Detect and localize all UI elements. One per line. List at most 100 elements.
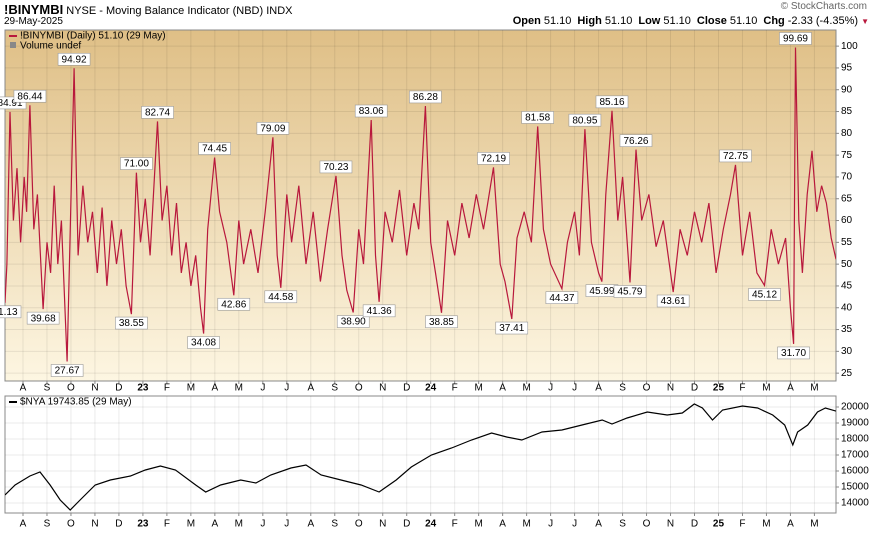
x-tick-label: M (235, 383, 243, 394)
value-label: 31.70 (781, 348, 806, 359)
y-tick-label: 30 (841, 346, 853, 357)
x-tick-label: J (548, 519, 553, 530)
y-tick-label: 100 (841, 41, 858, 52)
series-line (5, 403, 836, 511)
value-label-box (26, 311, 60, 325)
quote-value: 51.10 (663, 15, 691, 27)
x-tick-label: S (44, 519, 51, 530)
y-tick-label: 19000 (841, 418, 869, 429)
x-tick-label: D (115, 383, 122, 394)
value-label: 45.99 (589, 286, 614, 297)
value-label-box (613, 285, 647, 298)
value-label-box (656, 294, 690, 308)
y-tick-label: 45 (841, 281, 853, 292)
symbol: !BINYMBI (4, 2, 64, 17)
value-label-box (115, 316, 148, 330)
x-tick-label: S (44, 383, 51, 394)
y-tick-label: 40 (841, 302, 853, 313)
value-label: 86.44 (17, 91, 42, 102)
y-tick-label: 50 (841, 259, 853, 270)
value-label-box (521, 111, 554, 124)
legend-note: Volume undef (20, 41, 81, 52)
x-tick-label: N (379, 383, 386, 394)
x-tick-label: A (212, 383, 219, 394)
y-tick-label: 80 (841, 128, 853, 139)
x-tick-label: D (691, 383, 698, 394)
value-label-box (545, 291, 579, 304)
value-label-box (477, 152, 510, 165)
y-tick-label: 75 (841, 150, 853, 161)
x-tick-label: A (499, 383, 506, 394)
x-tick-label: N (667, 519, 674, 530)
value-label: 85.16 (599, 97, 624, 108)
value-label: 39.68 (31, 313, 56, 324)
x-tick-label: M (810, 383, 818, 394)
x-tick-label: 25 (713, 383, 725, 394)
x-tick-label: M (522, 519, 530, 530)
x-tick-label: J (572, 519, 577, 530)
x-tick-label: A (595, 519, 602, 530)
value-label: 41.36 (367, 306, 392, 317)
plot-area (4, 395, 837, 514)
value-label: 38.85 (429, 317, 454, 328)
value-label-box (198, 142, 231, 155)
x-tick-label: A (499, 519, 506, 530)
value-label: 45.79 (617, 287, 642, 298)
x-tick-label: A (787, 519, 794, 530)
x-tick-label: S (619, 383, 626, 394)
quote-value: -2.33 (-4.35%) (787, 15, 859, 27)
x-tick-label: M (810, 519, 818, 530)
quote-label: Close (696, 15, 727, 27)
x-tick-label: J (260, 383, 265, 394)
value-label: 84.91 (0, 98, 23, 109)
x-tick-label: A (307, 383, 314, 394)
x-tick-label: S (331, 519, 338, 530)
x-tick-label: A (595, 383, 602, 394)
x-tick-label: M (522, 383, 530, 394)
x-tick-label: D (691, 519, 698, 530)
value-label-box (354, 104, 388, 118)
x-tick-label: F (164, 519, 170, 530)
value-label: 41.13 (0, 307, 18, 318)
x-tick-label: J (260, 519, 265, 530)
value-label: 27.67 (55, 366, 80, 377)
legend-label: $NYA 19743.85 (29 May) (20, 397, 132, 408)
value-label: 70.23 (323, 162, 348, 173)
x-tick-label: O (643, 383, 651, 394)
y-tick-label: 17000 (841, 450, 869, 461)
x-tick-label: M (235, 519, 243, 530)
value-label-box (217, 297, 251, 311)
x-tick-label: F (452, 383, 458, 394)
value-label: 34.08 (191, 338, 216, 349)
value-label: 82.74 (145, 108, 170, 119)
quote-label: High (577, 15, 602, 27)
value-label-box (336, 315, 370, 328)
x-tick-label: O (355, 383, 363, 394)
value-label-box (779, 32, 812, 45)
x-tick-label: M (187, 519, 195, 530)
x-tick-label: F (739, 519, 745, 530)
x-tick-label: M (762, 519, 770, 530)
value-label-box (409, 90, 442, 104)
x-tick-label: O (355, 519, 363, 530)
y-tick-label: 55 (841, 237, 853, 248)
value-label-box (595, 95, 629, 109)
y-tick-label: 16000 (841, 466, 869, 477)
quote-label: Open (512, 15, 541, 27)
value-label: 44.58 (268, 292, 293, 303)
quote: Open 51.10 High 51.10 Low 51.10 Close 51.10 Chg -… (507, 15, 869, 27)
value-label: 38.90 (341, 317, 366, 328)
y-tick-label: 60 (841, 215, 853, 226)
value-label: 80.95 (572, 115, 597, 126)
x-tick-label: 24 (425, 383, 437, 394)
value-label: 79.09 (260, 123, 285, 134)
y-tick-label: 95 (841, 63, 853, 74)
value-label-box (120, 157, 153, 170)
value-label: 72.75 (723, 151, 748, 162)
x-tick-label: J (284, 519, 289, 530)
value-label: 94.92 (62, 54, 87, 65)
value-label-box (13, 89, 47, 103)
x-tick-label: N (91, 519, 98, 530)
x-tick-label: F (739, 383, 745, 394)
